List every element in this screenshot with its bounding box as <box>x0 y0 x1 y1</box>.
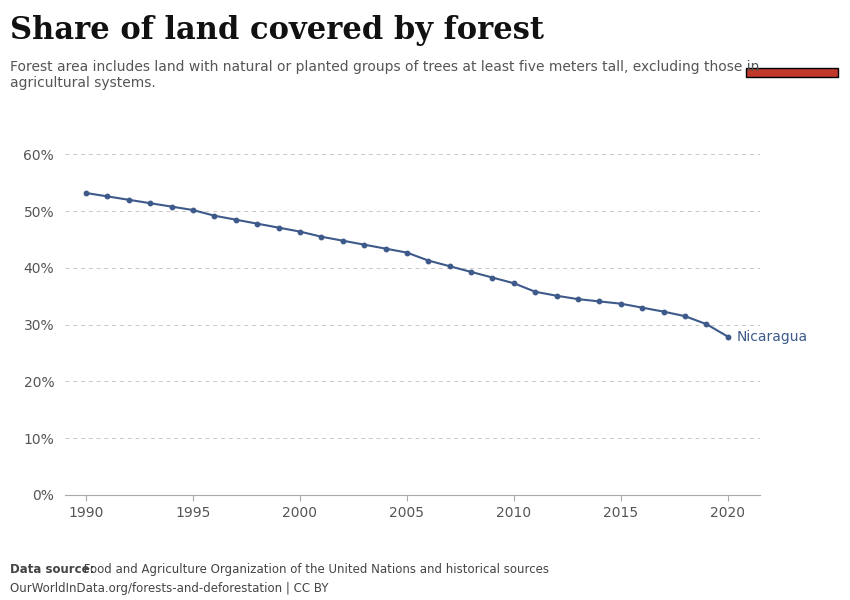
Text: Data source:: Data source: <box>10 563 94 576</box>
Text: Share of land covered by forest: Share of land covered by forest <box>10 15 544 46</box>
Text: in Data: in Data <box>768 45 816 58</box>
Text: Food and Agriculture Organization of the United Nations and historical sources: Food and Agriculture Organization of the… <box>80 563 548 576</box>
Text: Forest area includes land with natural or planted groups of trees at least five : Forest area includes land with natural o… <box>10 60 760 90</box>
FancyBboxPatch shape <box>746 68 838 77</box>
Text: Our World: Our World <box>759 25 825 38</box>
Text: OurWorldInData.org/forests-and-deforestation | CC BY: OurWorldInData.org/forests-and-deforesta… <box>10 582 329 595</box>
Text: Nicaragua: Nicaragua <box>736 329 808 344</box>
